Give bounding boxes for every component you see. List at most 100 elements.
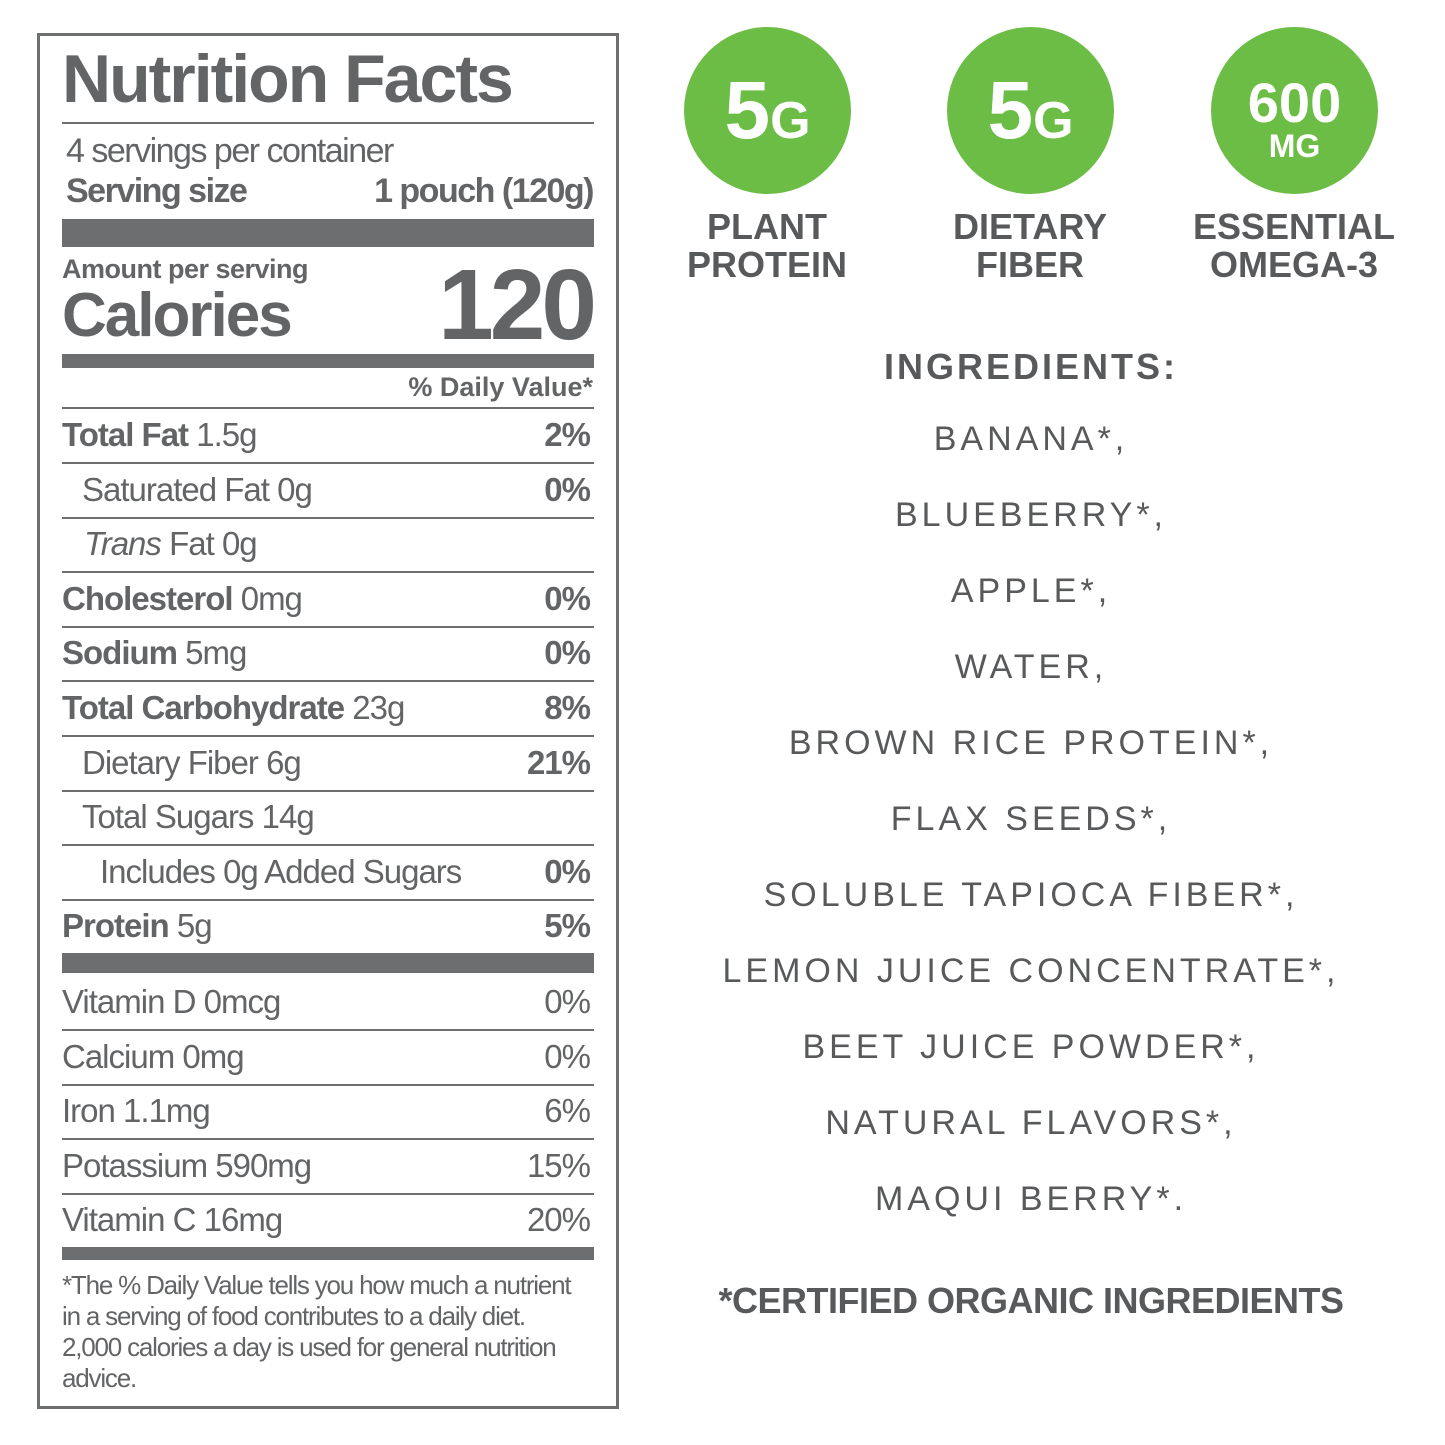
- nutrient-amount: 0mg: [182, 1037, 244, 1075]
- nutrient-name-text: Fat: [169, 525, 215, 563]
- nutrient-row: Includes 0g Added Sugars 0%: [62, 845, 594, 901]
- nutrient-name-text: Iron: [62, 1092, 116, 1130]
- nutrient-dv: 0%: [544, 634, 591, 672]
- title: Nutrition Facts: [62, 41, 514, 117]
- nutrient-row: Cholesterol 0mg 0%: [62, 572, 594, 628]
- nutrient-name: Vitamin C 16mg: [62, 1201, 284, 1239]
- badge-value: 600: [1247, 71, 1342, 134]
- badge-unit: G: [1033, 92, 1074, 150]
- nutrient-amount: 0g: [221, 525, 258, 563]
- nutrient-row: Trans Fat 0g: [62, 517, 594, 574]
- ingredient: FLAX SEEDS*,: [890, 800, 1172, 838]
- ingredient: BANANA*,: [933, 420, 1129, 458]
- nutrient-name: Potassium 590mg: [62, 1146, 312, 1185]
- footnote: *The % Daily Value tells you how much a …: [62, 1270, 572, 1394]
- nutrient-dv: 0%: [544, 579, 591, 617]
- nutrient-name: Calcium 0mg: [62, 1037, 245, 1076]
- badge-unit: MG: [1268, 128, 1321, 164]
- nutrient-name: Cholesterol 0mg: [62, 579, 303, 618]
- nutrient-amount: 16mg: [203, 1201, 284, 1239]
- nutrient-name: Protein 5g: [62, 907, 213, 945]
- nutrient-amount: 590mg: [215, 1146, 312, 1184]
- badge-label: PLANT PROTEIN: [637, 208, 897, 284]
- nutrient-row: Dietary Fiber 6g 21%: [62, 736, 594, 792]
- nutrient-amount: 0mg: [240, 579, 303, 617]
- ingredients-footnote: *CERTIFIED ORGANIC INGREDIENTS: [718, 1280, 1344, 1321]
- nutrient-name: Sodium 5mg: [62, 634, 247, 672]
- nutrient-row: Potassium 590mg 15%: [62, 1139, 594, 1195]
- nutrient-row: Total Carbohydrate 23g 8%: [62, 681, 594, 737]
- nutrient-dv: 20%: [526, 1201, 591, 1239]
- nutrient-dv: 8%: [544, 689, 591, 726]
- calories-value: 120: [438, 249, 597, 361]
- nutrient-row: Total Sugars 14g: [62, 790, 594, 847]
- ingredient: WATER,: [954, 648, 1108, 686]
- serving-size-label: Serving size: [66, 172, 248, 210]
- ingredient: APPLE*,: [950, 572, 1112, 610]
- badge-label-line: DIETARY: [952, 206, 1107, 247]
- nutrient-amount: 0g: [277, 470, 313, 508]
- nutrient-dv: 5%: [544, 907, 591, 945]
- nutrition-box: [37, 33, 619, 1409]
- nutrient-amount: 0mcg: [203, 983, 282, 1020]
- nutrient-name: Trans Fat 0g: [84, 525, 258, 563]
- nutrient-name: Dietary Fiber 6g: [82, 743, 302, 782]
- nutrient-dv: 6%: [544, 1092, 591, 1130]
- nutrient-row: Vitamin D 0mcg 0%: [62, 975, 594, 1031]
- nutrient-name-text: Cholesterol: [62, 579, 234, 617]
- nutrient-name: Total Fat 1.5g: [62, 416, 257, 454]
- badge: 600 MG: [1211, 27, 1378, 194]
- nutrient-amount: 6g: [266, 743, 302, 781]
- nutrient-amount: 5g: [176, 907, 213, 945]
- nutrient-name-text: Total Fat: [62, 416, 189, 453]
- nutrient-name-text: Protein: [62, 907, 170, 945]
- nutrient-row: Total Fat 1.5g 2%: [62, 408, 594, 464]
- ingredients-heading: INGREDIENTS:: [883, 346, 1178, 387]
- footnote-line: in a serving of food contributes to a da…: [62, 1301, 526, 1331]
- amount-per-serving: Amount per serving: [62, 254, 309, 284]
- nutrient-name: Includes 0g Added Sugars: [100, 853, 462, 891]
- nutrient-amount: 5mg: [185, 634, 247, 672]
- nutrient-amount: 23g: [352, 689, 405, 726]
- nutrient-name-text: Vitamin D: [62, 983, 196, 1020]
- badge: 5G: [684, 27, 851, 194]
- nutrient-amount: 14g: [261, 798, 315, 836]
- nutrient-row: Protein 5g 5%: [62, 899, 594, 956]
- ingredient: BLUEBERRY*,: [894, 496, 1168, 534]
- nutrient-name: Total Sugars 14g: [82, 798, 315, 836]
- nutrient-name-text: Total Sugars: [82, 798, 254, 836]
- ingredient: NATURAL FLAVORS*,: [825, 1104, 1237, 1142]
- nutrient-name-text: Sodium: [62, 634, 178, 672]
- footnote-line: 2,000 calories a day is used for general…: [62, 1332, 557, 1362]
- footnote-line: *The % Daily Value tells you how much a …: [62, 1270, 572, 1300]
- nutrient-row: Sodium 5mg 0%: [62, 626, 594, 683]
- nutrient-dv: 15%: [526, 1146, 591, 1184]
- badge-label-line: FIBER: [976, 244, 1084, 285]
- thick-rule: [62, 954, 594, 973]
- dv-header: % Daily Value*: [408, 372, 593, 402]
- nutrient-name-italic: Trans: [84, 525, 162, 563]
- nutrient-name-text: Saturated Fat: [82, 470, 270, 508]
- nutrient-dv: 0%: [544, 1037, 591, 1075]
- nutrient-amount: 1.1mg: [123, 1092, 211, 1130]
- nutrient-row: Iron 1.1mg 6%: [62, 1084, 594, 1141]
- badge-value: 5: [724, 65, 771, 156]
- badge-value: 5: [987, 65, 1034, 156]
- nutrient-name-text: Total Carbohydrate: [62, 689, 345, 726]
- badge-label-line: ESSENTIAL: [1192, 206, 1396, 247]
- nutrient-dv: 0%: [544, 470, 591, 508]
- badge: 5G: [947, 27, 1114, 194]
- calories-label: Calories: [62, 281, 293, 350]
- nutrient-name: Total Carbohydrate 23g: [62, 689, 405, 727]
- nutrient-name-text: Calcium: [62, 1037, 175, 1075]
- nutrient-name: Saturated Fat 0g: [82, 470, 313, 509]
- nutrient-name: Iron 1.1mg: [62, 1092, 211, 1130]
- rule: [62, 122, 594, 124]
- nutrient-name-text: Dietary Fiber: [82, 743, 259, 781]
- badge-label: ESSENTIAL OMEGA-3: [1164, 208, 1424, 284]
- nutrient-row: Saturated Fat 0g 0%: [62, 463, 594, 519]
- badge-label-line: OMEGA-3: [1209, 244, 1378, 285]
- badge-label-line: PLANT: [707, 206, 827, 247]
- nutrient-dv: 0%: [544, 852, 591, 890]
